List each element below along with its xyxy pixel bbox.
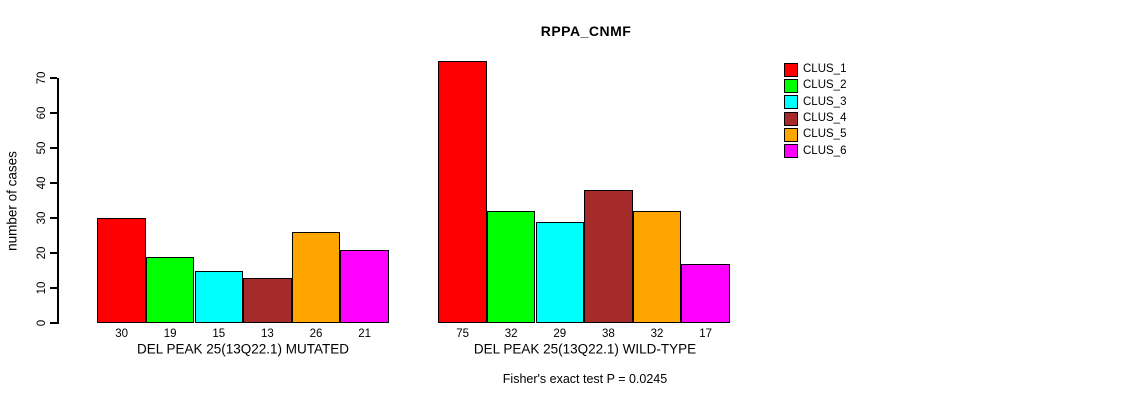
legend-item-label: CLUS_2: [803, 79, 847, 92]
y-tick-label: 50: [36, 141, 48, 155]
y-tick-mark: [50, 252, 58, 254]
legend: CLUS_1 CLUS_2 CLUS_3 CLUS_4 CLUS_5 CLUS_6: [784, 62, 847, 161]
y-axis-line: [57, 78, 59, 324]
bar-clus_4-group1: [243, 277, 292, 323]
y-tick-label: 20: [36, 246, 48, 260]
y-tick-label: 30: [36, 211, 48, 225]
y-tick-label: 10: [36, 281, 48, 295]
bar-clus_6-group1: [340, 249, 389, 323]
bar-clus_1-group1: [97, 218, 146, 323]
legend-item-clus_2: CLUS_2: [784, 78, 847, 93]
bar-value-label: 17: [699, 328, 712, 340]
y-tick-mark: [50, 287, 58, 289]
bar-value-label: 38: [601, 328, 615, 340]
bar-value-label: 19: [163, 328, 177, 340]
legend-swatch-clus_2: [784, 78, 798, 93]
y-tick-mark: [50, 182, 58, 184]
bar-clus_1-group2: [438, 60, 487, 323]
group-label-mutated: DEL PEAK 25(13Q22.1) MUTATED: [136, 341, 350, 357]
bar-value-label: 13: [260, 328, 274, 340]
fisher-exact-test-annotation: Fisher's exact test P = 0.0245: [502, 372, 668, 386]
legend-item-clus_6: CLUS_6: [784, 144, 847, 159]
legend-item-label: CLUS_5: [803, 128, 847, 141]
legend-item-clus_4: CLUS_4: [784, 111, 847, 126]
legend-swatch-clus_5: [784, 127, 798, 142]
bar-value-label: 32: [650, 328, 664, 340]
legend-swatch-clus_4: [784, 111, 798, 126]
y-tick-mark: [50, 147, 58, 149]
legend-swatch-clus_1: [784, 62, 798, 77]
y-tick-label: 40: [36, 176, 48, 190]
legend-swatch-clus_3: [784, 95, 798, 110]
bar-clus_2-group2: [486, 211, 536, 323]
legend-item-label: CLUS_6: [803, 144, 847, 157]
bar-value-label: 15: [212, 328, 226, 340]
bar-clus_5-group1: [291, 232, 341, 323]
bar-clus_3-group1: [194, 270, 244, 323]
legend-item-clus_5: CLUS_5: [784, 127, 847, 142]
bar-value-label: 75: [456, 328, 469, 340]
group-label-wild-type: DEL PEAK 25(13Q22.1) WILD-TYPE: [473, 341, 697, 357]
y-axis-label: number of cases: [4, 151, 20, 251]
y-tick-label: 0: [36, 319, 48, 327]
y-tick-label: 60: [36, 106, 48, 120]
legend-item-label: CLUS_1: [803, 63, 847, 76]
bar-clus_6-group2: [681, 263, 730, 323]
legend-item-clus_3: CLUS_3: [784, 95, 847, 110]
bar-clus_5-group2: [632, 211, 682, 323]
bar-value-label: 30: [115, 328, 128, 340]
bar-value-label: 29: [553, 328, 567, 340]
bar-value-label: 26: [309, 328, 323, 340]
legend-item-label: CLUS_3: [803, 95, 847, 108]
y-tick-mark: [50, 322, 58, 324]
legend-item-clus_1: CLUS_1: [784, 62, 847, 77]
y-tick-mark: [50, 77, 58, 79]
bar-clus_2-group1: [145, 256, 195, 323]
bar-clus_4-group2: [584, 190, 633, 323]
y-tick-mark: [50, 112, 58, 114]
bar-clus_3-group2: [535, 221, 585, 323]
bar-value-label: 32: [504, 328, 518, 340]
legend-item-label: CLUS_4: [803, 112, 847, 125]
chart-title: RPPA_CNMF: [540, 23, 632, 39]
y-tick-label: 70: [36, 71, 48, 85]
y-tick-mark: [50, 217, 58, 219]
legend-swatch-clus_6: [784, 144, 798, 159]
bar-value-label: 21: [358, 328, 371, 340]
